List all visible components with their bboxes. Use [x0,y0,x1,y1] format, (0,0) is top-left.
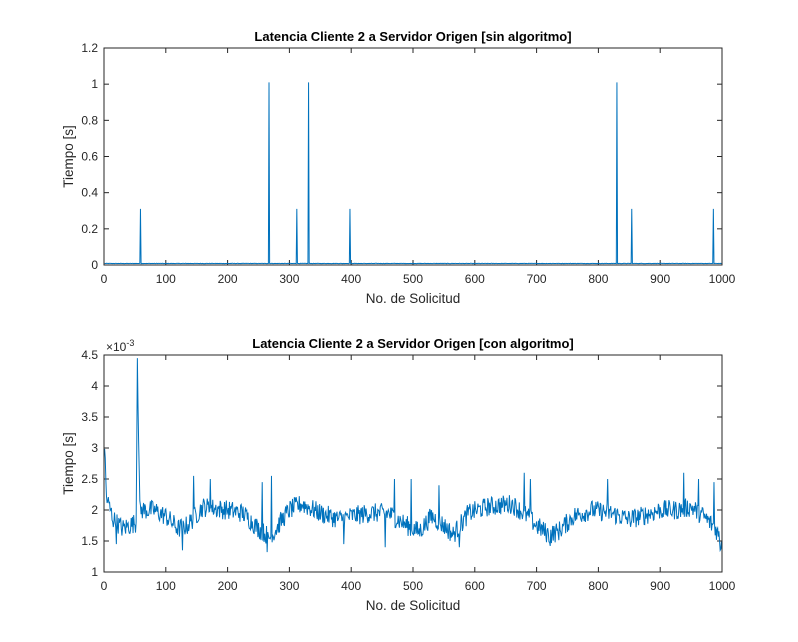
x-tick-label: 400 [341,579,361,593]
y-tick-label: 4.5 [81,348,98,362]
x-tick-label: 100 [156,272,176,286]
axes-top: Latencia Cliente 2 a Servidor Origen [si… [61,29,736,306]
x-tick-label: 800 [588,579,608,593]
x-tick-label: 700 [527,272,547,286]
y-axis-label-bottom: Tiempo [s] [61,432,76,495]
y-tick-label: 2 [91,503,98,517]
series-top [104,82,723,265]
x-tick-label: 100 [156,579,176,593]
x-tick-label: 500 [403,579,423,593]
x-axis-label-top: No. de Solicitud [366,291,461,306]
y-tick-label: 1.2 [81,41,98,55]
y-exponent-value: -3 [126,338,134,348]
y-tick-label: 0.4 [81,186,98,200]
axes-box-bottom [103,354,723,573]
y-tick-label: 1 [91,77,98,91]
axes-bottom: Latencia Cliente 2 a Servidor Origen [co… [61,336,736,613]
x-tick-label: 1000 [709,272,736,286]
y-tick-label: 4 [91,379,98,393]
x-tick-label: 800 [588,272,608,286]
y-tick-label: 2.5 [81,472,98,486]
x-tick-label: 200 [218,579,238,593]
y-tick-label: 3.5 [81,410,98,424]
x-tick-label: 900 [650,272,670,286]
chart-title-bottom: Latencia Cliente 2 a Servidor Origen [co… [252,336,573,351]
y-tick-label: 3 [91,441,98,455]
series-line-top [104,82,723,265]
plot-area-top [104,48,722,265]
chart-title-top: Latencia Cliente 2 a Servidor Origen [si… [254,29,571,44]
plot-area-bottom [104,355,722,572]
x-tick-label: 300 [279,272,299,286]
x-tick-label: 300 [279,579,299,593]
x-tick-label: 600 [465,579,485,593]
series-bottom [104,358,723,553]
series-line-bottom [104,358,723,553]
y-tick-label: 1.5 [81,534,98,548]
x-tick-label: 0 [101,579,108,593]
y-tick-label: 0.8 [81,113,98,127]
axes-box-top [103,47,723,266]
x-tick-label: 900 [650,579,670,593]
y-axis-label-top: Tiempo [s] [61,125,76,188]
x-tick-label: 500 [403,272,423,286]
y-tick-label: 1 [91,565,98,579]
ticks-bottom: 0 100 200 300 400 500 600 700 800 900 1000 1 1.5 2 2.5… [81,348,735,593]
x-tick-label: 0 [101,272,108,286]
x-axis-label-bottom: No. de Solicitud [366,598,461,613]
x-tick-label: 600 [465,272,485,286]
x-tick-label: 200 [218,272,238,286]
y-tick-label: 0.6 [81,150,98,164]
y-tick-label: 0 [91,258,98,272]
y-exponent-label: ×10-3 [106,338,134,354]
x-tick-label: 700 [527,579,547,593]
ticks-top: 0 100 200 300 400 500 600 700 800 900 1000 0 0.2 0.4 0… [81,41,735,286]
x-tick-label: 400 [341,272,361,286]
x-tick-label: 1000 [709,579,736,593]
y-tick-label: 0.2 [81,222,98,236]
